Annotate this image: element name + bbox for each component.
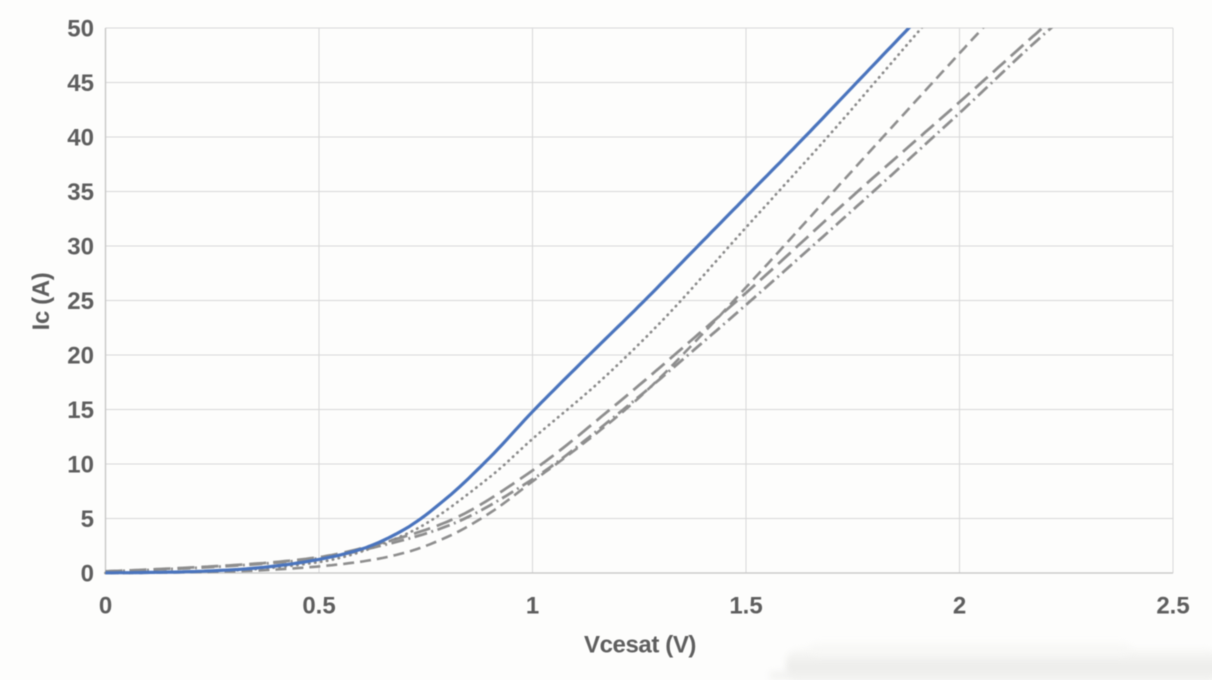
svg-text:0: 0 xyxy=(81,561,94,588)
svg-text:Vcesat (V): Vcesat (V) xyxy=(584,632,696,659)
svg-text:10: 10 xyxy=(67,452,94,479)
svg-text:0.5: 0.5 xyxy=(302,593,335,620)
svg-text:Ic (A): Ic (A) xyxy=(28,273,55,331)
svg-text:2.5: 2.5 xyxy=(1156,593,1189,620)
svg-text:30: 30 xyxy=(67,234,94,261)
svg-text:5: 5 xyxy=(81,506,94,533)
svg-text:45: 45 xyxy=(67,70,94,97)
svg-text:25: 25 xyxy=(67,288,94,315)
svg-text:35: 35 xyxy=(67,179,94,206)
svg-text:40: 40 xyxy=(67,125,94,152)
svg-text:0: 0 xyxy=(99,593,112,620)
svg-text:1.5: 1.5 xyxy=(729,593,762,620)
svg-text:15: 15 xyxy=(67,397,94,424)
svg-text:1: 1 xyxy=(526,593,539,620)
svg-text:2: 2 xyxy=(953,593,966,620)
svg-text:20: 20 xyxy=(67,343,94,370)
svg-text:50: 50 xyxy=(67,16,94,43)
